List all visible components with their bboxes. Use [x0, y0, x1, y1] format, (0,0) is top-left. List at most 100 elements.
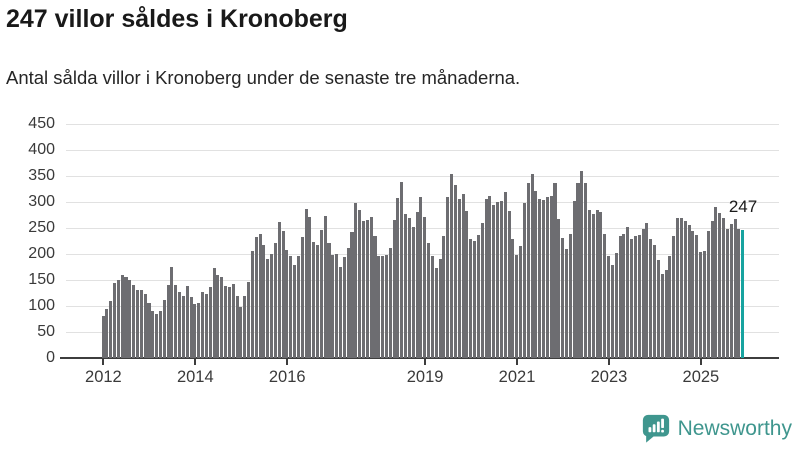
bar — [235, 295, 239, 358]
bar — [277, 221, 281, 358]
bar — [637, 234, 641, 358]
x-tick-label: 2023 — [590, 368, 628, 386]
bar — [411, 227, 415, 358]
bar — [702, 250, 706, 358]
bar — [427, 242, 431, 358]
y-tick-label: 250 — [28, 219, 55, 236]
y-tick-label: 200 — [28, 245, 55, 262]
bar — [672, 236, 676, 358]
x-tick-label: 2021 — [498, 368, 536, 386]
bar — [415, 211, 419, 358]
bar — [553, 183, 557, 358]
bar — [112, 282, 117, 358]
bar — [511, 239, 515, 358]
bar — [143, 293, 147, 358]
bar — [204, 294, 208, 358]
bar — [346, 247, 350, 358]
bar — [101, 316, 105, 358]
bar — [319, 230, 323, 358]
bar — [610, 264, 614, 358]
bar — [227, 286, 231, 358]
bar — [178, 292, 182, 358]
bar — [174, 284, 178, 358]
bar — [258, 233, 262, 358]
bar — [507, 210, 511, 358]
bar — [733, 219, 737, 358]
bar — [396, 198, 400, 358]
bar — [484, 198, 488, 358]
gridline — [66, 306, 779, 307]
bar — [312, 241, 316, 358]
bar — [369, 216, 373, 358]
bar — [224, 285, 228, 358]
bar — [488, 195, 492, 358]
bar — [630, 239, 634, 358]
gridline — [66, 254, 779, 255]
bar — [564, 249, 569, 358]
bar — [350, 231, 354, 358]
bar — [147, 303, 151, 358]
bar — [285, 250, 289, 358]
bar — [384, 254, 388, 358]
bar — [645, 222, 649, 358]
bar — [281, 231, 285, 358]
bar — [725, 228, 729, 358]
bar — [273, 242, 277, 358]
newsworthy-logo[interactable]: Newsworthy — [641, 413, 792, 444]
bar — [699, 251, 703, 358]
bar — [151, 311, 155, 358]
bar — [120, 274, 124, 358]
bar — [641, 228, 645, 358]
bar — [503, 191, 507, 358]
x-tick-label: 2014 — [176, 368, 214, 386]
y-tick-label: 50 — [37, 323, 55, 340]
bar — [135, 290, 140, 358]
x-tick — [194, 358, 197, 365]
bar — [603, 233, 607, 358]
bar — [687, 224, 691, 358]
bar — [289, 255, 293, 358]
latest-value-label: 247 — [728, 197, 758, 216]
bar — [181, 295, 185, 358]
bar — [300, 237, 304, 358]
chart-title: 247 villor såldes i Kronoberg — [6, 5, 348, 33]
bar — [446, 197, 450, 358]
bar — [212, 267, 216, 358]
bar — [595, 209, 599, 358]
bar — [576, 182, 580, 358]
bar — [722, 217, 726, 358]
bar — [499, 200, 503, 358]
y-tick-label: 350 — [28, 167, 55, 184]
bar — [400, 181, 404, 358]
bar — [254, 237, 258, 358]
bar — [461, 194, 465, 358]
y-tick-label: 150 — [28, 271, 55, 288]
bar — [656, 260, 660, 358]
bar — [572, 200, 576, 358]
x-tick — [516, 358, 519, 365]
bar — [388, 247, 392, 358]
x-tick-label: 2025 — [682, 368, 720, 386]
x-tick-label: 2012 — [85, 368, 122, 386]
bar — [519, 246, 523, 358]
bar — [377, 256, 381, 358]
bar — [465, 211, 469, 358]
gridline — [66, 332, 779, 333]
bar — [542, 199, 546, 358]
bar — [304, 208, 308, 358]
bar — [239, 306, 243, 358]
bar — [473, 241, 477, 358]
bar — [361, 221, 366, 358]
bar — [649, 239, 653, 358]
bar — [365, 219, 369, 358]
bar — [679, 217, 683, 358]
bar — [706, 230, 710, 358]
x-tick — [699, 358, 702, 365]
bar — [587, 209, 591, 358]
bar — [438, 259, 442, 358]
bar — [737, 229, 741, 358]
bar — [691, 230, 695, 358]
gridline — [66, 280, 779, 281]
bar — [430, 256, 434, 358]
